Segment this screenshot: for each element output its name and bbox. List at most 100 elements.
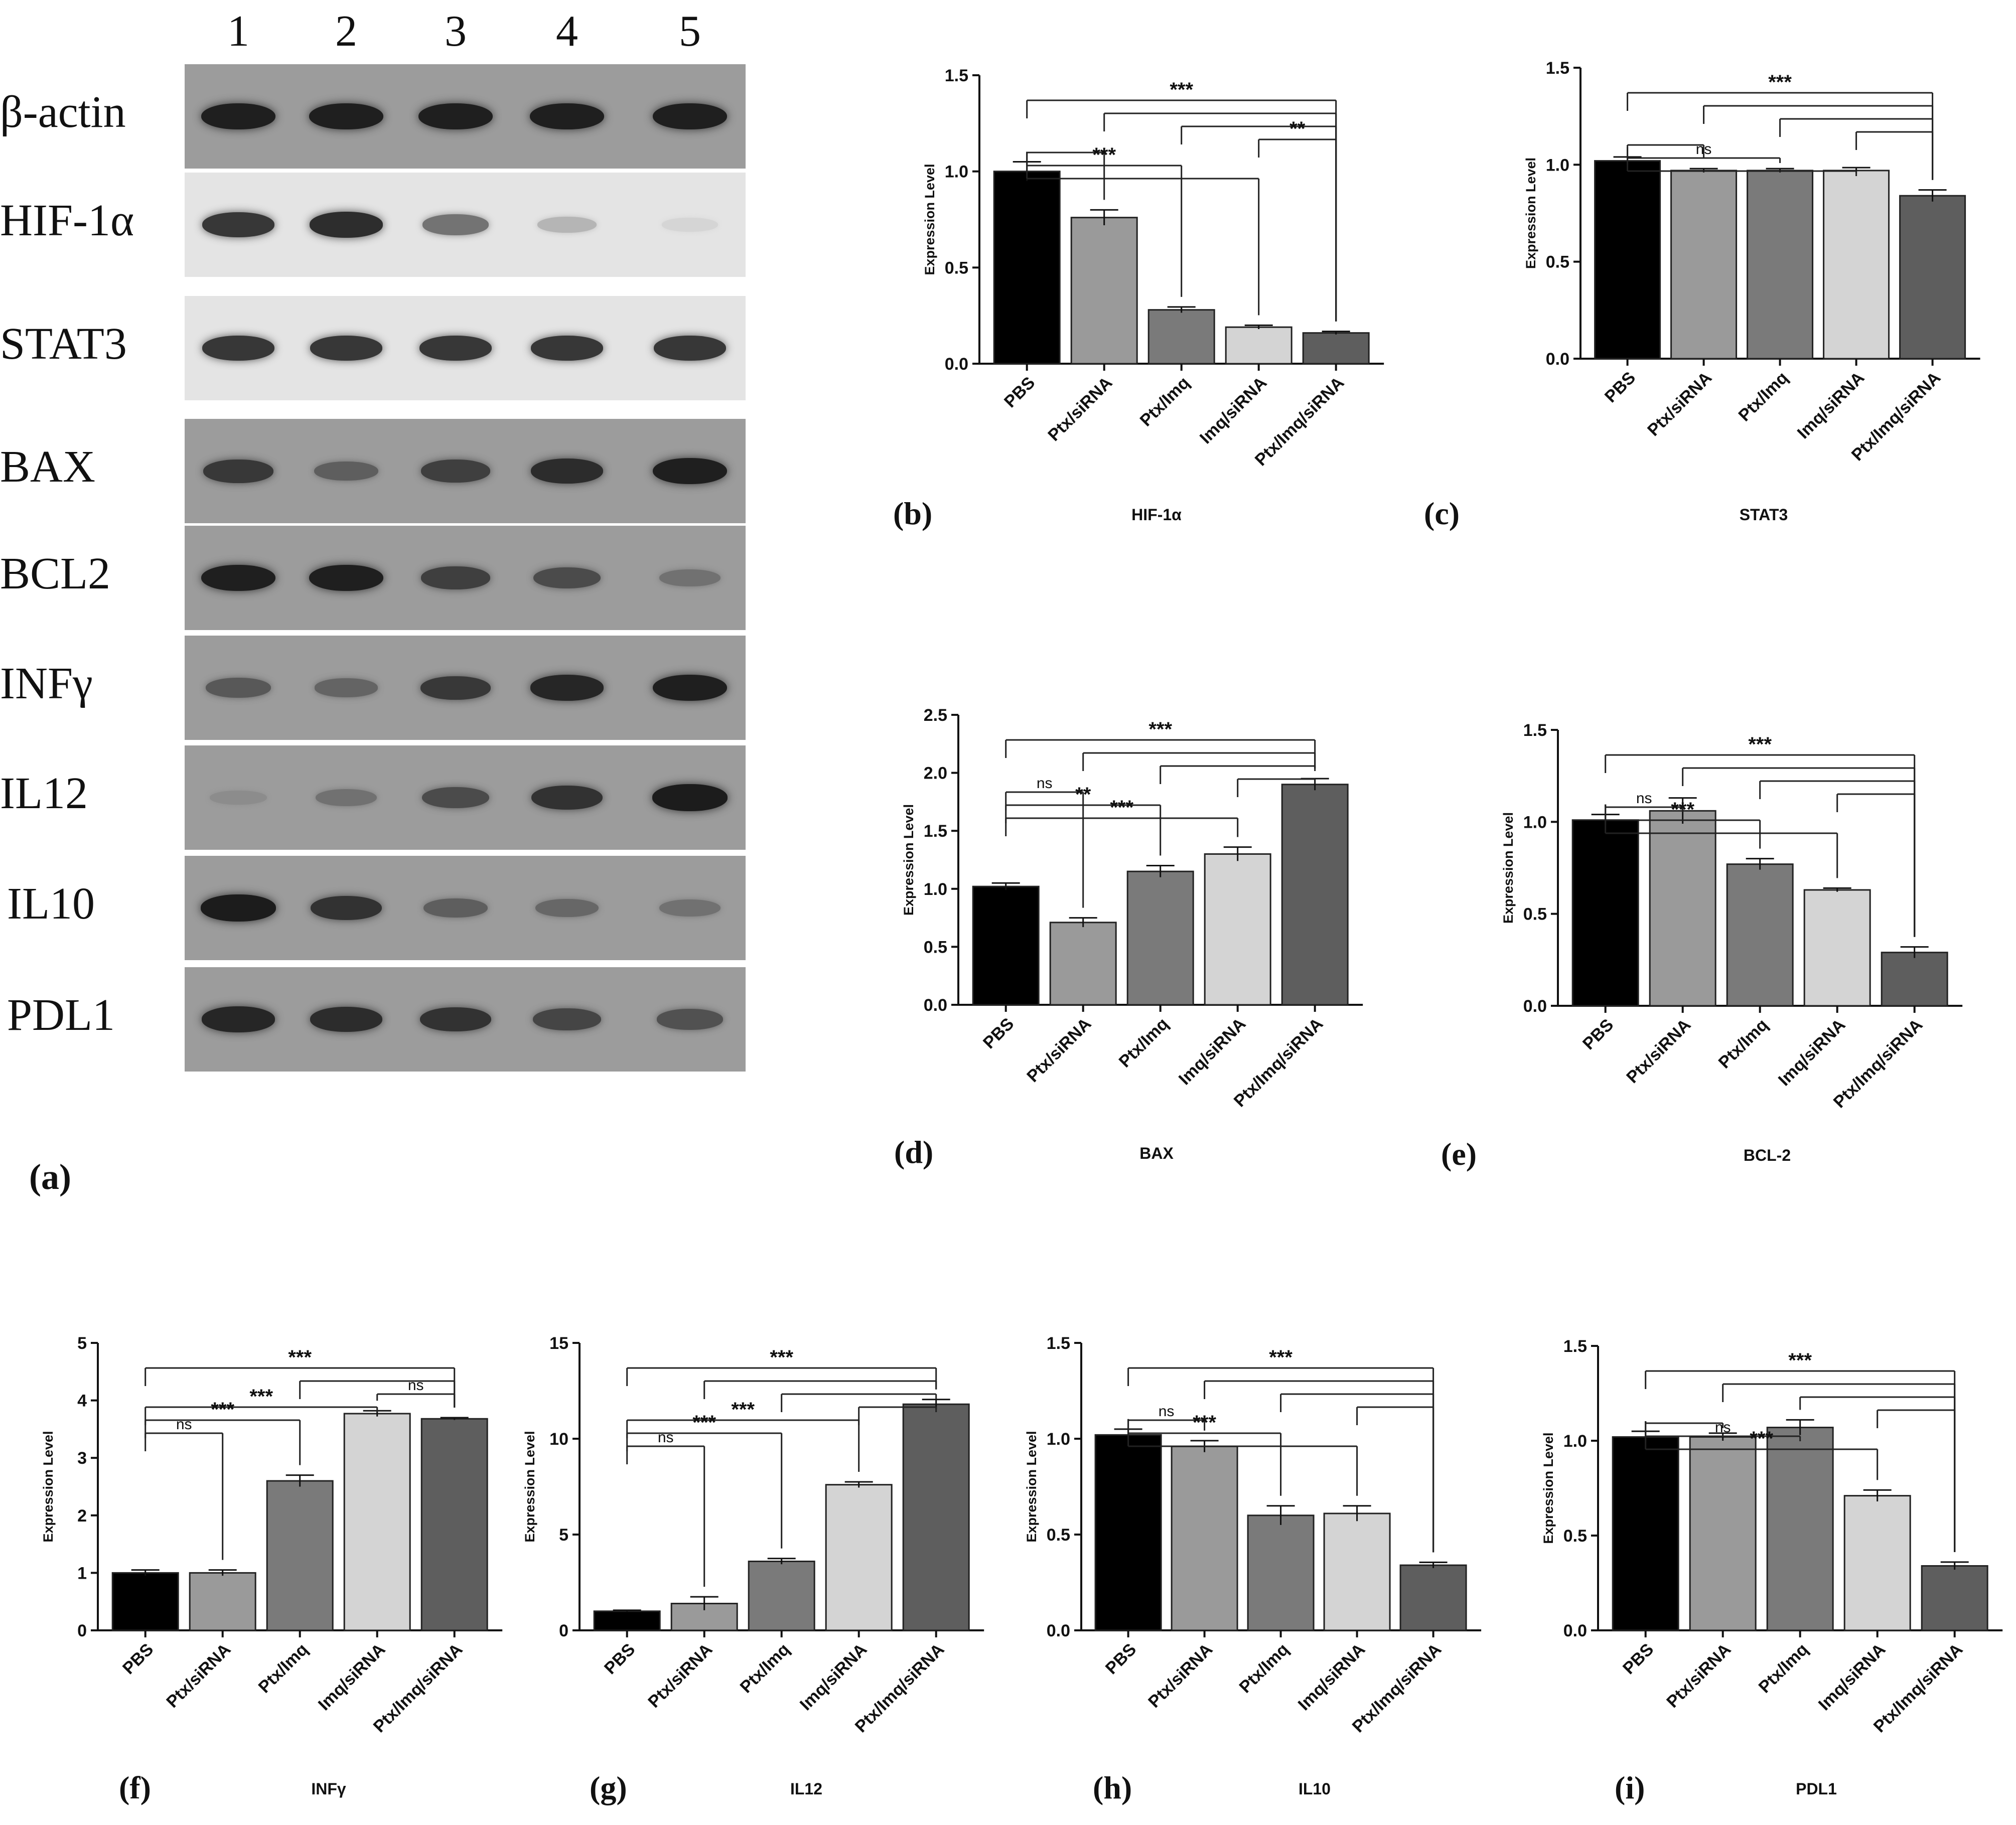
panel-label-c: (c)	[1424, 496, 1460, 531]
lane-number-4: 4	[556, 7, 578, 56]
blot-band	[210, 790, 267, 805]
chart-title: BAX	[1139, 1144, 1174, 1162]
significance-label: ***	[211, 1399, 234, 1421]
bar	[266, 1480, 334, 1631]
blot-band	[202, 1006, 275, 1032]
chart-title: INFγ	[311, 1780, 346, 1798]
significance-label: ns	[1037, 775, 1053, 792]
panel-label-h: (h)	[1093, 1770, 1132, 1805]
bar	[1670, 170, 1738, 360]
significance-label: ***	[1110, 797, 1133, 819]
y-tick-label: 5	[77, 1334, 87, 1353]
blot-band	[533, 567, 601, 589]
blot-band	[201, 894, 276, 922]
blot-band	[418, 103, 493, 130]
y-tick-label: 1.5	[1047, 1334, 1070, 1353]
blot-band	[653, 458, 727, 485]
significance-label: ***	[731, 1399, 755, 1421]
blot-band	[531, 336, 603, 361]
significance-label: ns	[1159, 1403, 1175, 1420]
significance-label: ns	[658, 1429, 674, 1446]
blot-band	[654, 336, 726, 361]
blot-band	[201, 103, 275, 130]
significance-label: ***	[1768, 71, 1792, 93]
significance-label: ***	[1092, 144, 1116, 166]
blot-band	[535, 898, 599, 918]
blot-strip	[185, 526, 746, 630]
y-tick-label: 0.0	[924, 996, 947, 1015]
y-tick-label: 0	[559, 1621, 568, 1640]
significance-label: ns	[1715, 1419, 1731, 1436]
blot-band	[659, 899, 721, 917]
bar	[972, 885, 1040, 1006]
significance-label: ***	[1193, 1412, 1216, 1434]
blot-band	[422, 214, 489, 235]
blot-band	[310, 336, 382, 361]
y-tick-label: 1	[77, 1564, 87, 1583]
y-tick-label: 0.5	[1546, 253, 1569, 272]
significance-label: **	[1289, 118, 1306, 140]
significance-label: ns	[1696, 141, 1712, 158]
significance-label: ns	[176, 1416, 192, 1433]
panel-label-g: (g)	[590, 1770, 627, 1805]
blot-strip	[185, 419, 746, 523]
bar	[1225, 326, 1292, 365]
blot-row-label: STAT3	[0, 319, 127, 369]
bar	[1571, 819, 1639, 1007]
panel-label-f: (f)	[119, 1770, 151, 1805]
chart-title: STAT3	[1740, 506, 1788, 524]
blot-band	[315, 678, 378, 697]
bar	[1689, 1436, 1757, 1631]
significance-label: ***	[770, 1346, 793, 1368]
lane-number-3: 3	[445, 7, 467, 56]
blot-band	[422, 787, 489, 809]
blot-row-label: IL10	[7, 879, 95, 929]
y-tick-label: 2	[77, 1506, 87, 1526]
significance-label: ***	[1788, 1349, 1812, 1372]
y-axis-label: Expression Level	[1024, 1431, 1039, 1542]
y-tick-label: 0.5	[1523, 905, 1547, 924]
blot-strip	[185, 856, 746, 960]
significance-label: ***	[1148, 718, 1172, 740]
blot-strip	[185, 64, 746, 169]
significance-label: ***	[288, 1346, 312, 1368]
significance-label: ***	[1170, 79, 1193, 101]
blot-band	[421, 460, 490, 483]
blot-band	[311, 895, 382, 921]
significance-label: ***	[1671, 799, 1694, 821]
y-tick-label: 0	[77, 1621, 87, 1640]
y-tick-label: 4	[77, 1392, 87, 1411]
blot-row-label: PDL1	[7, 990, 115, 1040]
y-tick-label: 1.5	[1563, 1337, 1587, 1356]
blot-band	[206, 678, 271, 698]
blot-row-label: HIF-1α	[0, 196, 134, 245]
bar	[1766, 1427, 1834, 1631]
bar	[1921, 1565, 1988, 1631]
chart-title: HIF-1α	[1131, 506, 1182, 524]
bar	[1881, 952, 1948, 1007]
y-tick-label: 0.5	[945, 258, 968, 277]
y-axis-label: Expression Level	[1541, 1432, 1556, 1544]
bar	[902, 1403, 970, 1631]
y-tick-label: 15	[549, 1334, 568, 1353]
y-axis-label: Expression Level	[1523, 158, 1538, 269]
y-tick-label: 1.0	[1563, 1432, 1587, 1451]
blot-band	[419, 336, 492, 361]
blot-band	[531, 785, 603, 810]
y-tick-label: 2.0	[924, 764, 947, 783]
y-tick-label: 1.0	[1523, 813, 1547, 832]
y-axis-label: Expression Level	[901, 804, 916, 916]
bar	[1147, 309, 1215, 365]
panel-label-d: (d)	[894, 1134, 933, 1170]
blot-band	[201, 564, 275, 591]
blot-band	[309, 564, 383, 591]
blot-row-label: BCL2	[0, 549, 111, 598]
blot-band	[202, 212, 274, 237]
lane-number-2: 2	[335, 7, 357, 56]
y-tick-label: 1.5	[1546, 59, 1569, 78]
blot-row-label: β-actin	[0, 87, 126, 137]
blot-band	[530, 103, 604, 130]
significance-label: **	[1075, 784, 1091, 806]
